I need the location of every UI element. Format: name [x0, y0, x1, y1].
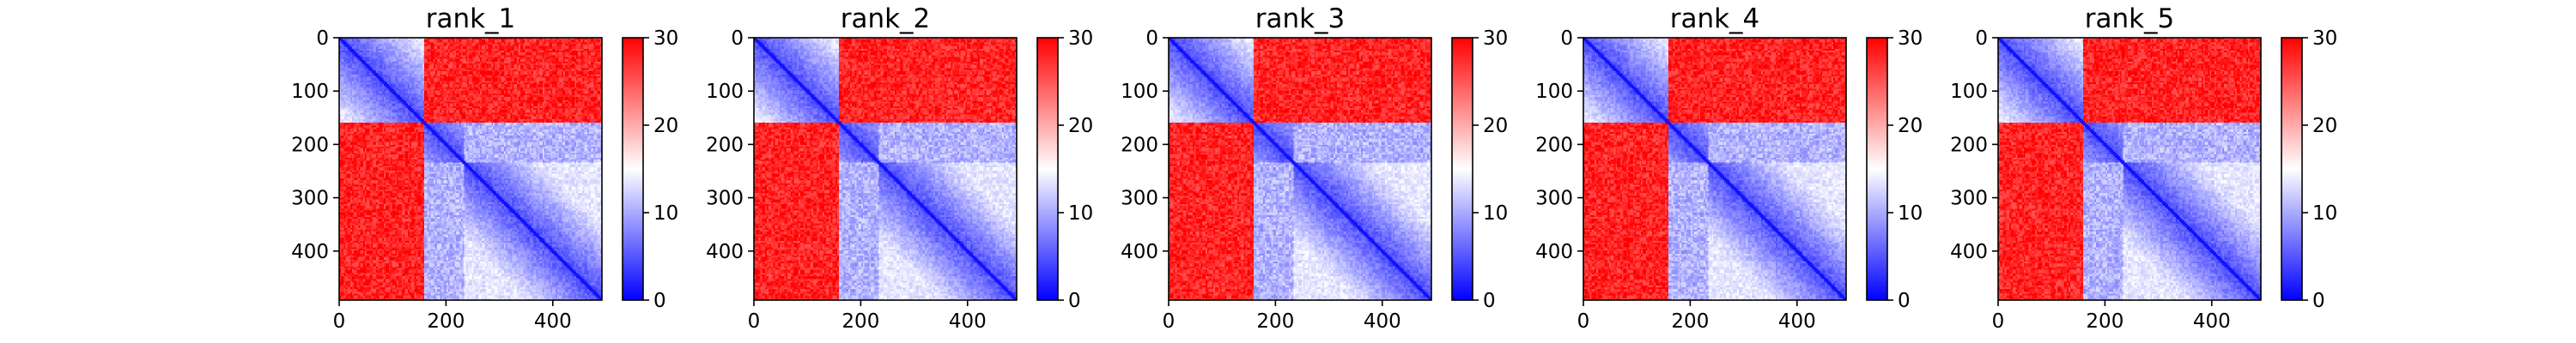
- y-tick-label: 200: [706, 134, 744, 156]
- y-tick-label: 300: [1950, 188, 1988, 210]
- colorbar-tick-label: 0: [1483, 290, 1496, 312]
- panel-title: rank_4: [1670, 3, 1760, 34]
- x-tick-label: 200: [1671, 310, 1709, 333]
- y-tick-label: 300: [706, 188, 744, 210]
- axes-frame: [1583, 37, 1847, 301]
- y-tick-label: 200: [1535, 134, 1573, 156]
- colorbar-tick-label: 10: [1898, 202, 1923, 225]
- x-tick-label: 0: [333, 310, 346, 333]
- colorbar-tick-label: 0: [653, 290, 666, 312]
- y-tick-label: 300: [1121, 188, 1158, 210]
- axes-frame: [753, 37, 1018, 301]
- colorbar-tick-label: 20: [1483, 115, 1508, 137]
- y-tick-label: 400: [291, 241, 329, 263]
- colorbar-tick-label: 0: [1068, 290, 1081, 312]
- y-tick-label: 300: [1535, 188, 1573, 210]
- y-tick-label: 200: [1121, 134, 1158, 156]
- colorbar: [1037, 38, 1058, 300]
- heatmap-panel: rank_2 0 200 400 0 100 200 300 400 0 10 20 30: [706, 3, 1093, 333]
- y-tick-label: 100: [291, 81, 329, 103]
- colorbar: [1452, 38, 1473, 300]
- colorbar: [2281, 38, 2302, 300]
- panel-title: rank_5: [2085, 3, 2175, 34]
- x-tick-label: 200: [1256, 310, 1294, 333]
- x-tick-label: 0: [1163, 310, 1176, 333]
- x-tick-label: 400: [534, 310, 572, 333]
- y-tick-label: 100: [1121, 81, 1158, 103]
- colorbar-frame: [1451, 37, 1473, 301]
- heatmap-panel: rank_4 0 200 400 0 100 200 300 400 0 10 20 30: [1535, 3, 1923, 333]
- heatmap-image: [339, 38, 602, 300]
- x-tick-label: 0: [748, 310, 761, 333]
- x-tick-label: 0: [1992, 310, 2005, 333]
- heatmap-panel: rank_5 0 200 400 0 100 200 300 400 0 10 20 30: [1950, 3, 2337, 333]
- y-tick-label: 400: [1121, 241, 1158, 263]
- heatmap-image: [1583, 38, 1846, 300]
- y-tick-label: 300: [291, 188, 329, 210]
- colorbar: [1867, 38, 1887, 300]
- y-tick-label: 400: [706, 241, 744, 263]
- x-tick-label: 400: [949, 310, 987, 333]
- colorbar-tick-label: 30: [1898, 27, 1923, 50]
- y-tick-label: 0: [1560, 27, 1573, 50]
- colorbar-tick-label: 10: [1483, 202, 1508, 225]
- panel-title: rank_3: [1255, 3, 1346, 34]
- colorbar-tick-label: 30: [1068, 27, 1093, 50]
- x-tick-label: 400: [1778, 310, 1816, 333]
- colorbar-tick-label: 20: [1898, 115, 1923, 137]
- colorbar-tick-label: 0: [2312, 290, 2325, 312]
- colorbar: [623, 38, 643, 300]
- y-tick-label: 0: [1975, 27, 1988, 50]
- x-tick-label: 400: [2193, 310, 2231, 333]
- colorbar-tick-label: 10: [653, 202, 678, 225]
- colorbar-frame: [1866, 37, 1888, 301]
- heatmap-panel: rank_1 0 200 400 0 100 200 300 400 0 10 20 30: [291, 3, 678, 333]
- colorbar-tick-label: 10: [2312, 202, 2337, 225]
- colorbar-frame: [1036, 37, 1059, 301]
- x-tick-label: 400: [1364, 310, 1401, 333]
- colorbar-tick-label: 0: [1898, 290, 1911, 312]
- y-tick-label: 0: [731, 27, 744, 50]
- colorbar-tick-label: 30: [653, 27, 678, 50]
- colorbar-tick-label: 20: [653, 115, 678, 137]
- y-tick-label: 100: [1950, 81, 1988, 103]
- colorbar-tick-label: 20: [2312, 115, 2337, 137]
- panel-title: rank_1: [426, 3, 516, 34]
- y-tick-label: 0: [1145, 27, 1158, 50]
- panel-title: rank_2: [841, 3, 931, 34]
- x-tick-label: 200: [427, 310, 465, 333]
- y-tick-label: 100: [1535, 81, 1573, 103]
- heatmap-panel: rank_3 0 200 400 0 100 200 300 400 0 10 20 30: [1121, 3, 1508, 333]
- y-tick-label: 100: [706, 81, 744, 103]
- heatmap-image: [1998, 38, 2261, 300]
- x-tick-label: 200: [2086, 310, 2123, 333]
- colorbar-tick-label: 20: [1068, 115, 1093, 137]
- colorbar-frame: [2281, 37, 2303, 301]
- axes-frame: [1997, 37, 2262, 301]
- x-tick-label: 0: [1577, 310, 1590, 333]
- y-tick-label: 200: [1950, 134, 1988, 156]
- heatmap-image: [754, 38, 1017, 300]
- axes-frame: [338, 37, 603, 301]
- heatmap-image: [1169, 38, 1431, 300]
- y-tick-label: 200: [291, 134, 329, 156]
- y-tick-label: 0: [316, 27, 329, 50]
- y-tick-label: 400: [1950, 241, 1988, 263]
- colorbar-frame: [622, 37, 644, 301]
- colorbar-tick-label: 30: [1483, 27, 1508, 50]
- colorbar-tick-label: 10: [1068, 202, 1093, 225]
- y-tick-label: 400: [1535, 241, 1573, 263]
- colorbar-tick-label: 30: [2312, 27, 2337, 50]
- axes-frame: [1168, 37, 1432, 301]
- x-tick-label: 200: [841, 310, 879, 333]
